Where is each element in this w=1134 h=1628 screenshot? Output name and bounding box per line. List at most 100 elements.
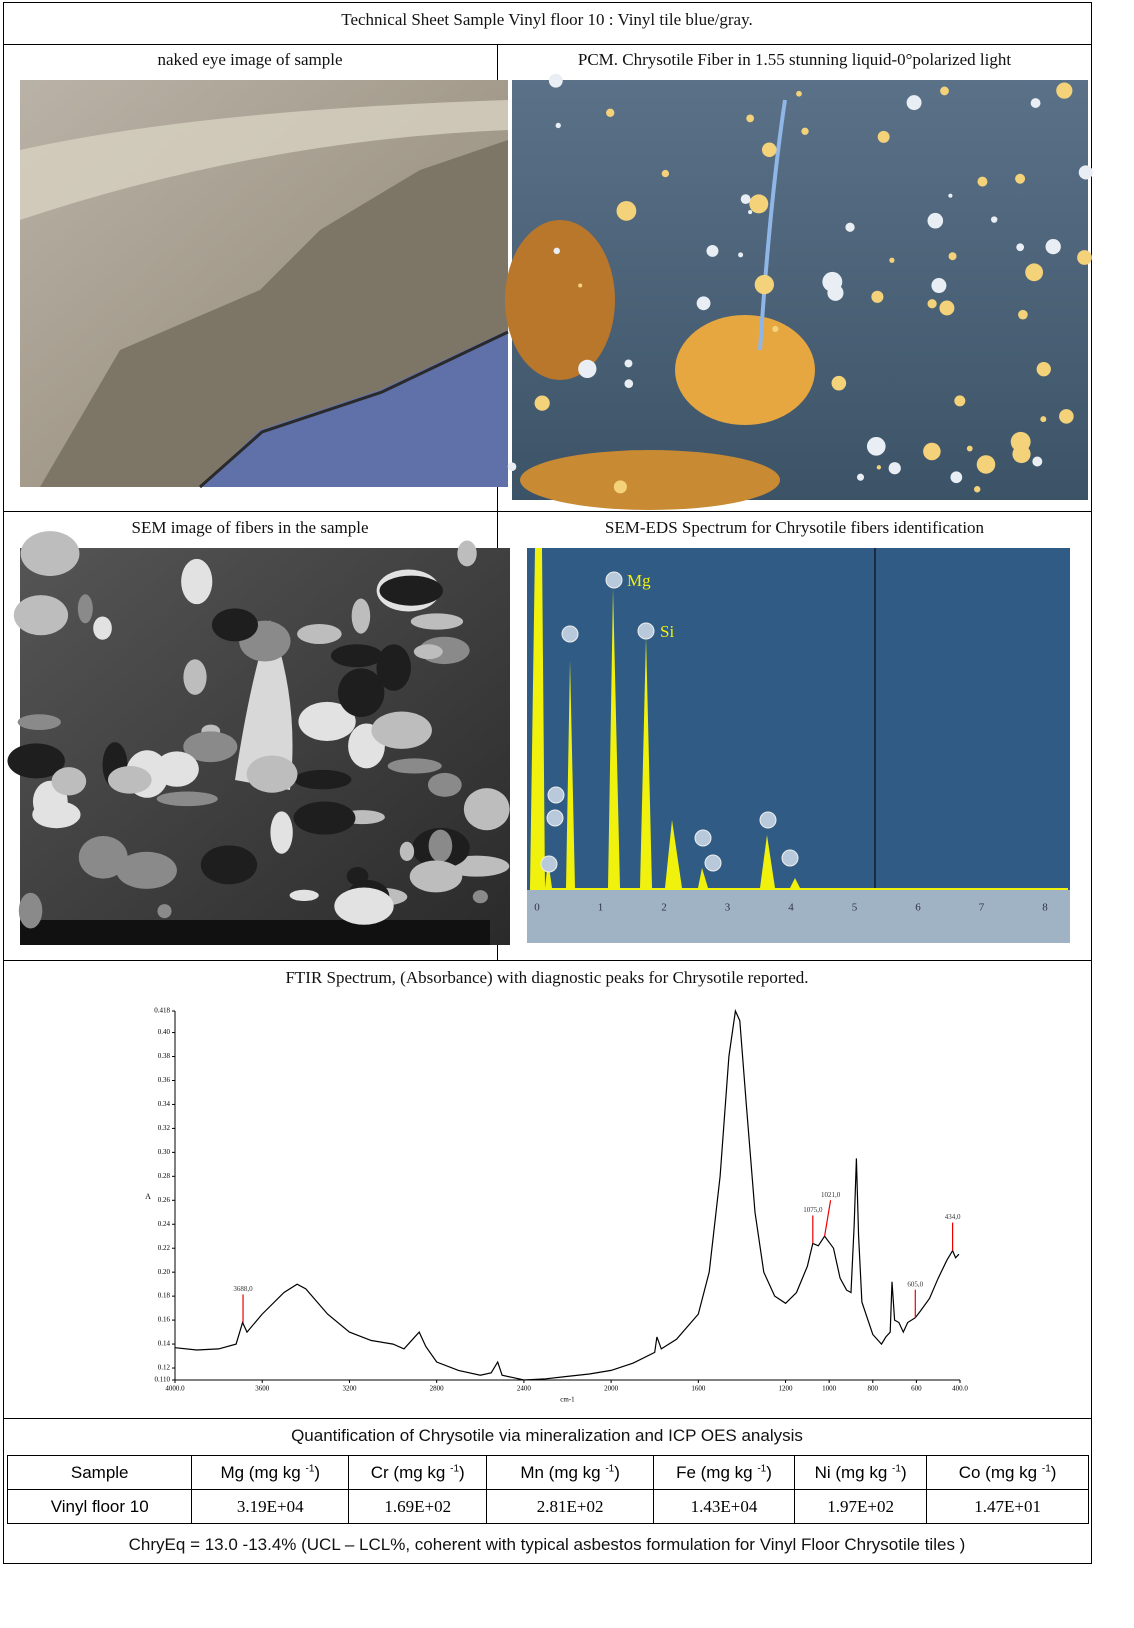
eds-axis-label: 3 (725, 902, 731, 914)
particle (991, 216, 997, 222)
panel-caption: SEM image of fibers in the sample (3, 518, 497, 538)
particle (578, 360, 596, 378)
particle (749, 194, 768, 213)
particle (52, 767, 87, 795)
particle (614, 480, 627, 493)
peak-marker (782, 850, 798, 866)
particle (871, 291, 883, 303)
peak-marker (825, 1200, 831, 1236)
peak-marker (562, 626, 578, 642)
x-tick-label: 2800 (430, 1385, 445, 1393)
particle (352, 599, 371, 634)
table-cell: Cr (mg kg -1) (349, 1456, 487, 1490)
y-tick-label: 0.22 (158, 1244, 171, 1252)
peak-label: 434,0 (945, 1213, 961, 1221)
eds-axis-label: 6 (915, 902, 921, 914)
peak-marker (760, 812, 776, 828)
particle (183, 659, 206, 695)
cell-text: 2.81E+02 (537, 1497, 604, 1516)
peak-marker (705, 855, 721, 871)
cell-text: Fe (mg kg (676, 1463, 753, 1482)
cell-text: ) (901, 1463, 907, 1482)
cell-text: Cr (mg kg (371, 1463, 446, 1482)
particle (1016, 243, 1024, 251)
particle (1046, 239, 1061, 254)
particle (762, 142, 777, 157)
panel-caption: naked eye image of sample (3, 50, 497, 70)
cell-text: -1 (1042, 1463, 1051, 1474)
cell-text: Vinyl floor 10 (51, 1497, 149, 1516)
particle (554, 248, 560, 254)
particle (746, 114, 754, 122)
panel-caption: PCM. Chrysotile Fiber in 1.55 stunning l… (498, 50, 1091, 70)
spectrum-line (175, 1011, 959, 1380)
particle (247, 755, 298, 792)
particle (706, 245, 718, 257)
sample-photo (20, 80, 508, 487)
cell-text: Co (mg kg (959, 1463, 1037, 1482)
particle (93, 616, 112, 639)
particle (18, 714, 61, 730)
particle (1031, 98, 1041, 108)
cell-text: Sample (71, 1463, 129, 1482)
particle (1059, 409, 1074, 424)
particle (157, 792, 218, 807)
particle (371, 712, 432, 749)
particle (212, 608, 258, 641)
x-tick-label: 1600 (691, 1385, 706, 1393)
particle (889, 258, 894, 263)
eds-peak-label: Mg (627, 571, 651, 590)
particle (549, 74, 563, 88)
particle (270, 811, 292, 853)
particle (748, 210, 752, 214)
cell-text: ) (766, 1463, 772, 1482)
particle (755, 275, 774, 294)
table-cell: Vinyl floor 10 (8, 1490, 192, 1524)
x-axis-label: cm-1 (560, 1396, 575, 1404)
x-tick-label: 3600 (255, 1385, 270, 1393)
table-cell: 2.81E+02 (487, 1490, 654, 1524)
particle (429, 830, 453, 862)
data-row: Vinyl floor 103.19E+041.69E+022.81E+021.… (8, 1490, 1089, 1524)
y-tick-label: 0.418 (154, 1007, 170, 1015)
particle (464, 788, 510, 830)
particle (457, 541, 476, 567)
particle (334, 888, 393, 925)
cell-text: -1 (450, 1463, 459, 1474)
table-cell: Co (mg kg -1) (927, 1456, 1089, 1490)
ftir-chart: 0.1100.120.140.160.180.200.220.240.260.2… (0, 990, 1134, 1450)
particle (19, 893, 43, 929)
particle (157, 904, 171, 918)
cell-text: 1.97E+02 (827, 1497, 894, 1516)
particle (845, 223, 854, 232)
particle (772, 326, 778, 332)
panel-caption: SEM-EDS Spectrum for Chrysotile fibers i… (498, 518, 1091, 538)
particle (1037, 362, 1051, 376)
y-tick-label: 0.110 (155, 1376, 171, 1384)
particle (948, 194, 952, 198)
eds-axis-label: 2 (661, 902, 667, 914)
particle (939, 301, 954, 316)
particle (697, 296, 711, 310)
cell-text: 1.43E+04 (691, 1497, 758, 1516)
cell-text: Mn (mg kg (520, 1463, 600, 1482)
particle (338, 668, 384, 717)
peak-label: 605,0 (907, 1280, 923, 1288)
peak-label: 3688,0 (233, 1285, 253, 1293)
particle (1018, 310, 1028, 320)
particle (1025, 263, 1043, 281)
cell-text: ) (314, 1463, 320, 1482)
particle (79, 836, 128, 879)
y-tick-label: 0.30 (158, 1148, 171, 1156)
particle (1032, 457, 1042, 467)
particle (297, 624, 342, 644)
eds-axis-label: 0 (534, 902, 540, 914)
particle (388, 758, 442, 773)
particle (857, 474, 864, 481)
particle (927, 213, 943, 229)
particle (32, 801, 80, 828)
particle (878, 131, 890, 143)
table-cell: 1.97E+02 (795, 1490, 927, 1524)
eds-axis-label: 7 (979, 902, 985, 914)
y-tick-label: 0.26 (158, 1196, 171, 1204)
